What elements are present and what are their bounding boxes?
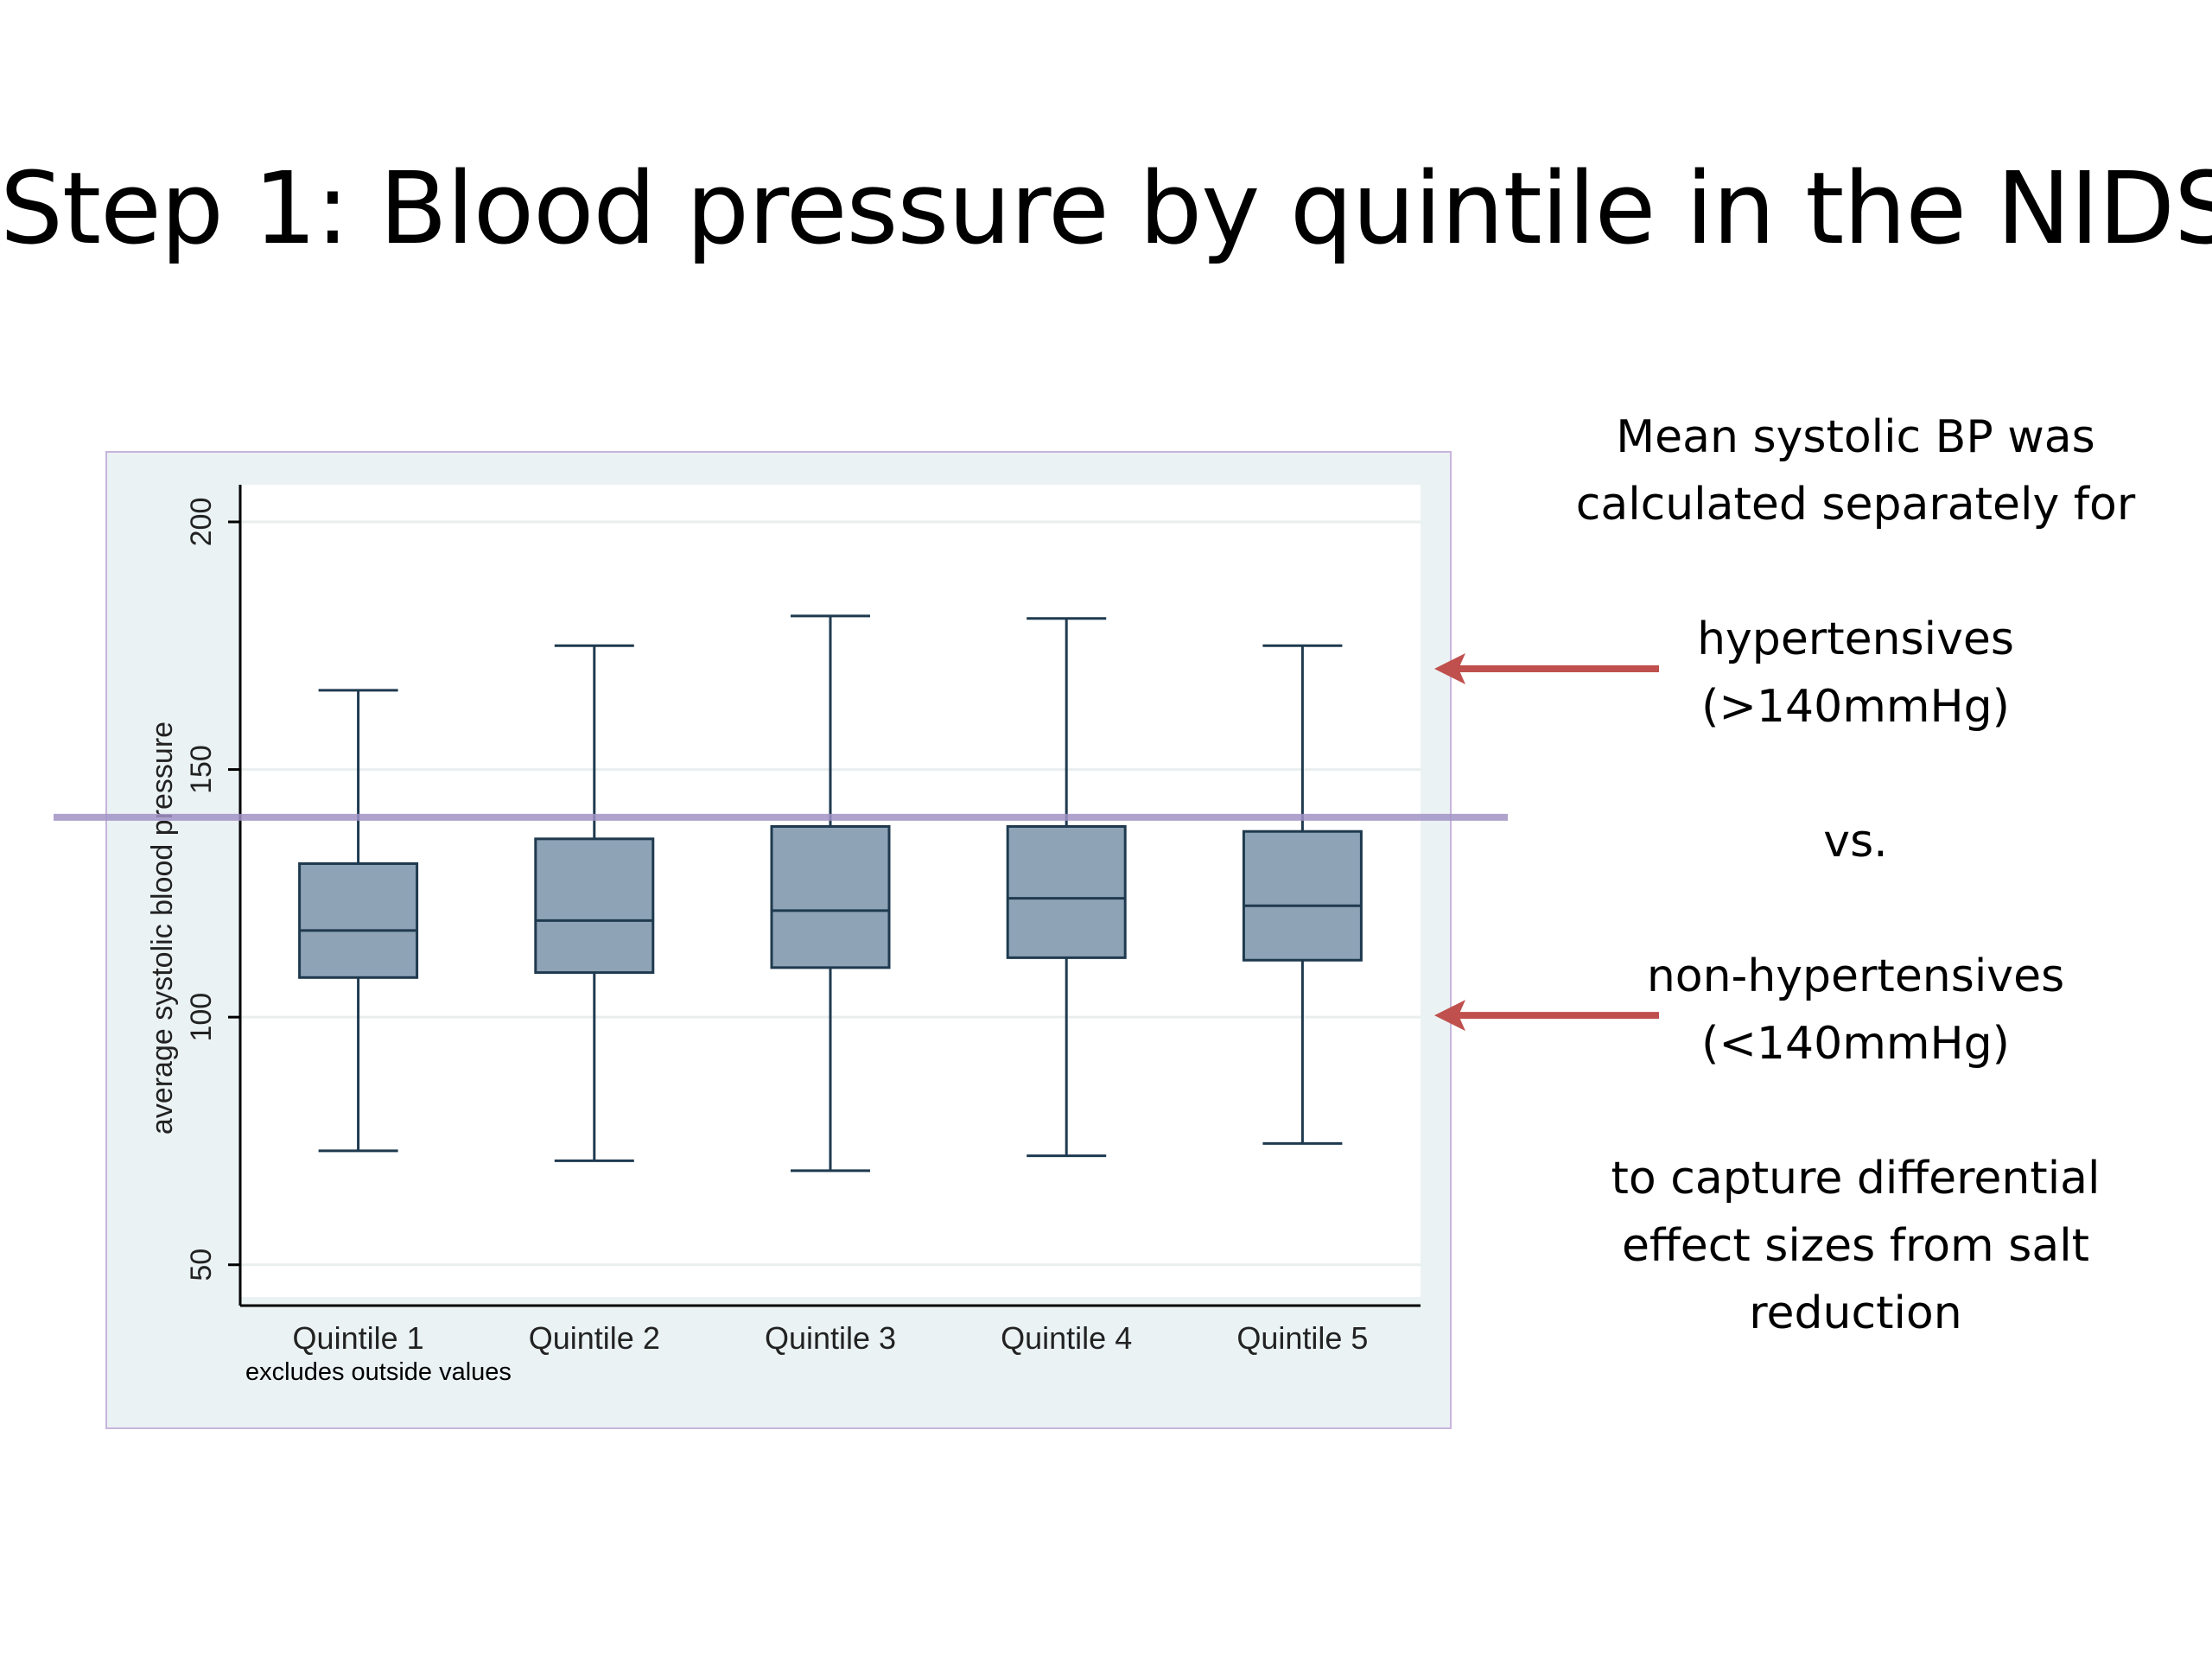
iqr-box: [1006, 824, 1127, 959]
note-line-7: (<140mmHg): [1701, 1018, 2010, 1070]
note-line-9: effect sizes from salt: [1621, 1220, 2090, 1272]
note-line-1: Mean systolic BP was: [1616, 411, 2095, 463]
slide-title: Step 1: Blood pressure by quintile in th…: [0, 151, 2212, 267]
note-line-8: to capture differential: [1611, 1153, 2101, 1205]
y-tick-label-150: 150: [185, 745, 218, 794]
box-2: [534, 644, 655, 1162]
y-tick-label-100: 100: [185, 993, 218, 1042]
note-line-4: (>140mmHg): [1701, 681, 2010, 733]
x-tick-label-1: Quintile 1: [293, 1320, 424, 1356]
box-3: [770, 614, 891, 1173]
x-tick-label-3: Quintile 3: [765, 1320, 896, 1356]
box-1: [298, 689, 419, 1153]
y-ticks: 50 100 150 200: [185, 498, 240, 1281]
box-series: [298, 614, 1363, 1173]
iqr-box: [298, 861, 419, 979]
y-axis-label: average systolic blood pressure: [146, 721, 179, 1135]
x-tick-labels: Quintile 1 Quintile 2 Quintile 3 Quintile 4…: [293, 1320, 1369, 1356]
x-tick-label-2: Quintile 2: [529, 1320, 660, 1356]
note-line-6: non-hypertensives: [1646, 950, 2065, 1002]
y-tick-label-200: 200: [185, 498, 218, 547]
iqr-box: [1242, 830, 1363, 962]
note-line-2: calculated separately for: [1575, 479, 2136, 531]
chart-note: excludes outside values: [245, 1358, 512, 1386]
iqr-box: [534, 837, 655, 975]
iqr-box: [770, 824, 891, 969]
y-tick-label-50: 50: [185, 1249, 218, 1281]
box-5: [1242, 644, 1363, 1145]
x-tick-label-4: Quintile 4: [1001, 1320, 1132, 1356]
box-4: [1006, 617, 1127, 1158]
chart-frame: 50 100 150 200 Quintile 1 Quintile 2 Quintile…: [105, 451, 1452, 1429]
x-tick-label-5: Quintile 5: [1236, 1320, 1368, 1356]
note-line-10: reduction: [1749, 1287, 1962, 1339]
note-line-5: vs.: [1823, 816, 1888, 868]
note-line-3: hypertensives: [1697, 613, 2014, 665]
